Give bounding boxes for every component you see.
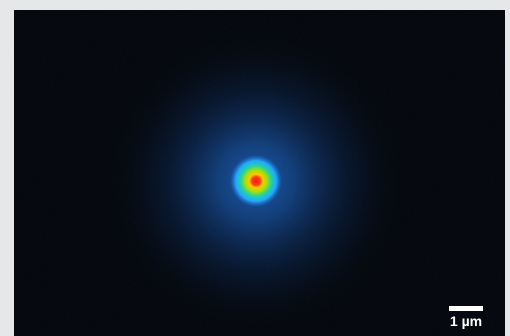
beam-spot-image [14,10,505,336]
scale-bar [449,306,483,311]
scale-bar-label: 1 µm [449,313,483,329]
micrograph-image: 1 µm [14,10,505,336]
image-noise [14,10,505,336]
